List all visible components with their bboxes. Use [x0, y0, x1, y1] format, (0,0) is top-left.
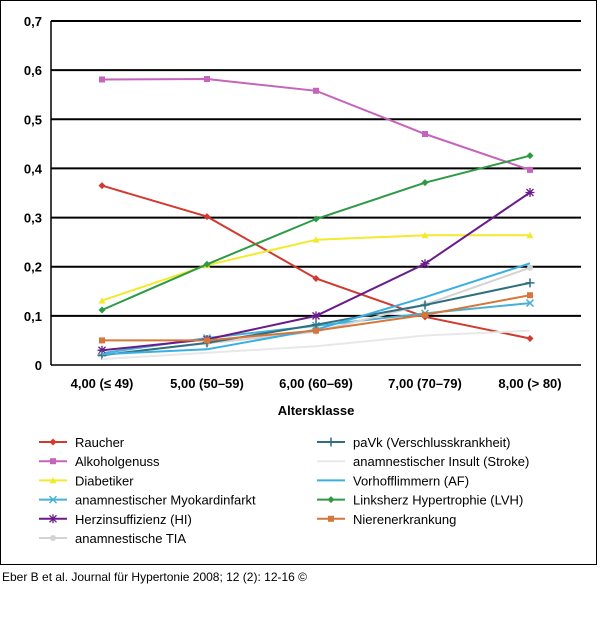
data-point — [203, 260, 211, 268]
data-point — [526, 231, 534, 239]
data-point — [50, 535, 56, 541]
data-point — [98, 297, 106, 304]
data-point — [98, 306, 106, 314]
legend-label: Vorhofflimmern (AF) — [353, 473, 469, 488]
data-point — [328, 515, 334, 522]
y-tick-label: 0,5 — [24, 112, 42, 127]
data-point — [527, 264, 533, 271]
legend-label: paVk (Verschlusskrankheit) — [353, 435, 511, 450]
data-point — [421, 179, 429, 187]
data-point — [327, 496, 335, 504]
x-tick-label: 6,00 (60–69) — [279, 376, 353, 391]
chart-frame: 0 0,1 0,2 0,3 0,4 0,5 0,6 0,7 4,00 (≤ 49) 5,00 (5… — [0, 0, 597, 565]
legend-label: Linksherz Hypertrophie (LVH) — [353, 493, 523, 508]
data-point — [527, 166, 533, 173]
line-chart: 0 0,1 0,2 0,3 0,4 0,5 0,6 0,7 4,00 (≤ 49) 5,00 (5… — [24, 14, 581, 546]
data-point — [311, 311, 321, 321]
data-point — [422, 131, 428, 138]
data-point — [525, 188, 535, 198]
series-line — [101, 154, 531, 311]
data-point — [422, 311, 428, 318]
x-tick-label: 5,00 (50–59) — [170, 376, 244, 391]
legend-label: anamnestischer Insult (Stroke) — [353, 454, 529, 469]
legend-item: Linksherz Hypertrophie (LVH) — [317, 493, 523, 508]
legend-item: paVk (Verschlusskrankheit) — [317, 435, 511, 450]
data-point — [525, 278, 535, 288]
data-point — [50, 458, 56, 465]
data-point — [526, 334, 534, 342]
series-anamnestischer-insult-stroke — [101, 329, 531, 361]
legend-item: Diabetiker — [39, 473, 134, 488]
x-tick-label: 7,00 (70–79) — [388, 376, 462, 391]
legend-label: Alkoholgenuss — [75, 454, 160, 469]
legend-item: anamnestische TIA — [39, 531, 186, 546]
data-point — [526, 152, 534, 160]
series-nierenerkrankung — [99, 292, 533, 344]
data-point — [420, 300, 430, 310]
series-line — [101, 329, 531, 361]
data-point — [313, 87, 319, 94]
y-tick-label: 0,1 — [24, 309, 42, 324]
y-tick-label: 0,2 — [24, 260, 42, 275]
legend-label: Herzinsuffizienz (HI) — [75, 512, 192, 527]
data-point — [312, 215, 320, 223]
data-point — [48, 514, 58, 524]
legend-label: anamnestischer Myokardinfarkt — [75, 493, 256, 508]
data-point — [313, 327, 319, 334]
data-point — [203, 213, 211, 221]
data-point — [420, 259, 430, 269]
legend-label: Nierenerkrankung — [353, 512, 456, 527]
data-point — [312, 275, 320, 283]
data-point — [527, 292, 533, 299]
data-point — [204, 75, 210, 82]
data-point — [204, 337, 210, 344]
legend-label: Diabetiker — [75, 473, 134, 488]
data-point — [99, 337, 105, 344]
y-tick-label: 0,3 — [24, 211, 42, 226]
data-point — [421, 231, 429, 239]
legend-label: Raucher — [75, 435, 125, 450]
x-axis-title: Altersklasse — [278, 403, 355, 418]
data-point — [49, 438, 57, 446]
legend-item: Raucher — [39, 435, 125, 450]
data-point — [49, 476, 57, 484]
legend-item: anamnestischer Insult (Stroke) — [317, 454, 529, 469]
x-tick-label: 8,00 (> 80) — [498, 376, 561, 391]
data-point — [326, 437, 336, 447]
legend-item: Alkoholgenuss — [39, 454, 160, 469]
data-point — [97, 345, 107, 355]
series-linksherz-hypertrophie-lvh — [98, 152, 534, 314]
legend-label: anamnestische TIA — [75, 531, 186, 546]
legend-item: Herzinsuffizienz (HI) — [39, 512, 192, 527]
y-tick-label: 0,6 — [24, 63, 42, 78]
y-tick-label: 0 — [35, 358, 42, 373]
y-tick-label: 0,7 — [24, 14, 42, 29]
data-point — [525, 299, 535, 308]
series-raucher — [98, 182, 534, 342]
data-point — [99, 76, 105, 83]
citation: Eber B et al. Journal für Hypertonie 200… — [2, 570, 308, 584]
legend-item: anamnestischer Myokardinfarkt — [39, 493, 256, 508]
series-alkoholgenuss — [99, 75, 533, 173]
y-tick-label: 0,4 — [24, 161, 43, 176]
data-point — [98, 182, 106, 190]
legend-item: Nierenerkrankung — [317, 512, 456, 527]
legend-item: Vorhofflimmern (AF) — [317, 473, 469, 488]
data-point — [312, 236, 320, 243]
x-tick-label: 4,00 (≤ 49) — [71, 376, 134, 391]
data-point — [48, 495, 58, 504]
